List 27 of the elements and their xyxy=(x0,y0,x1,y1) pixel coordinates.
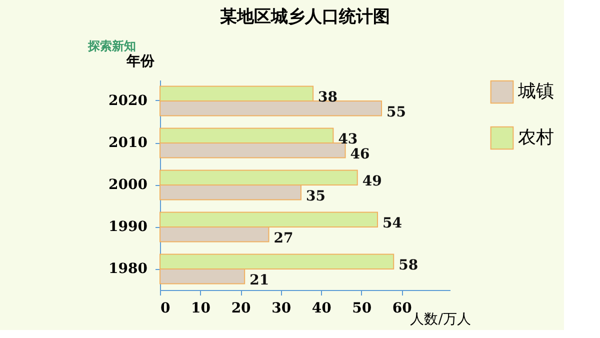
x-axis-title: 人数/万人 xyxy=(410,312,471,328)
x-tick-label: 20 xyxy=(231,300,252,316)
text: 探索新知 xyxy=(87,39,136,53)
x-tick-label: 30 xyxy=(272,300,292,316)
chart-title: 某地区城乡人口统计图 xyxy=(219,7,390,27)
x-tick-label: 60 xyxy=(392,300,412,316)
y-tick-label: 2010 xyxy=(108,135,148,151)
data-label: 58 xyxy=(398,258,418,274)
y-tick-label: 2020 xyxy=(108,93,148,109)
data-label: 35 xyxy=(306,188,326,204)
data-label: 46 xyxy=(350,146,370,162)
x-tick-label: 40 xyxy=(312,300,332,316)
x-tick-label: 0 xyxy=(160,300,170,316)
legend-label: 城镇 xyxy=(517,81,554,102)
y-tick-label: 1990 xyxy=(108,219,148,235)
x-tick-label: 10 xyxy=(191,300,211,316)
y-axis-title: 年份 xyxy=(126,54,156,70)
data-label: 55 xyxy=(386,104,406,120)
data-label: 21 xyxy=(250,272,270,288)
data-label: 27 xyxy=(274,230,294,246)
data-label: 49 xyxy=(362,174,382,190)
x-tick-label: 50 xyxy=(352,300,372,316)
y-tick-label: 2000 xyxy=(108,177,148,193)
data-label: 43 xyxy=(338,132,358,148)
data-label: 54 xyxy=(382,216,402,232)
y-tick-label: 1980 xyxy=(108,261,148,277)
legend-label: 农村 xyxy=(518,127,554,148)
